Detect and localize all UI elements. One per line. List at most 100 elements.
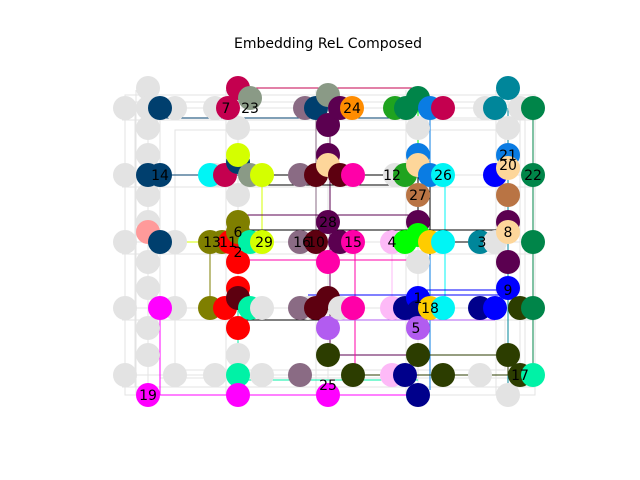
graph-node	[496, 76, 520, 100]
graph-node	[136, 116, 160, 140]
node-label: 22	[524, 168, 542, 184]
graph-node	[113, 96, 137, 120]
graph-node	[496, 250, 520, 274]
node-label: 12	[383, 168, 401, 184]
graph-node	[226, 343, 250, 367]
node-label: 25	[319, 378, 337, 394]
node-label: 21	[499, 148, 517, 164]
graph-node	[340, 96, 364, 120]
graph-node	[496, 220, 520, 244]
graph-node	[238, 86, 262, 110]
node-label: 20	[499, 158, 517, 174]
graph-node	[113, 230, 137, 254]
graph-node	[250, 163, 274, 187]
graph-node	[148, 96, 172, 120]
graph-node	[521, 230, 545, 254]
graph-node	[316, 316, 340, 340]
node-label: 13	[203, 235, 221, 251]
graph-node	[113, 163, 137, 187]
graph-node	[316, 383, 340, 407]
graph-node	[113, 296, 137, 320]
graph-node	[468, 363, 492, 387]
graph-node	[136, 250, 160, 274]
graph-node	[406, 383, 430, 407]
graph-node	[226, 383, 250, 407]
graph-node	[341, 163, 365, 187]
graph-node	[288, 363, 312, 387]
node-label: 24	[343, 101, 361, 117]
graph-node	[226, 183, 250, 207]
graph-node	[250, 296, 274, 320]
graph-node	[136, 76, 160, 100]
graph-node	[136, 316, 160, 340]
graph-node	[148, 296, 172, 320]
graph-node	[341, 230, 365, 254]
node-label: 16	[293, 235, 311, 251]
graph-node	[216, 96, 240, 120]
graph-node	[496, 383, 520, 407]
graph-node	[393, 363, 417, 387]
graph-node	[406, 183, 430, 207]
graph-node	[521, 96, 545, 120]
node-label: 9	[504, 283, 513, 299]
graph-node	[316, 250, 340, 274]
graph-node	[431, 163, 455, 187]
graph-node	[406, 316, 430, 340]
node-label: 7	[222, 101, 231, 117]
graph-node	[250, 363, 274, 387]
node-label: 28	[319, 215, 337, 231]
graph-node	[136, 343, 160, 367]
graph-node	[496, 183, 520, 207]
graph-node	[226, 143, 250, 167]
graph-node	[406, 250, 430, 274]
graph-node	[136, 183, 160, 207]
graph-node	[226, 363, 250, 387]
node-label: 3	[478, 235, 487, 251]
node-label: 8	[504, 225, 513, 241]
graph-node	[341, 296, 365, 320]
node-label: 23	[241, 101, 259, 117]
graph-node	[431, 230, 455, 254]
figure-title: Embedding ReL Composed	[234, 36, 422, 52]
node-label: 1	[414, 291, 423, 307]
node-label: 26	[434, 168, 452, 184]
graph-node	[136, 143, 160, 167]
graph-node	[148, 230, 172, 254]
graph-node	[521, 296, 545, 320]
node-label: 10	[307, 235, 325, 251]
graph-node	[406, 116, 430, 140]
graph-edge	[159, 308, 418, 396]
graph-node	[431, 296, 455, 320]
graph-node	[226, 116, 250, 140]
node-layer	[113, 76, 545, 407]
graph-node	[136, 276, 160, 300]
graph-node	[496, 116, 520, 140]
node-label: 6	[234, 225, 243, 241]
graph-node	[113, 363, 137, 387]
node-label: 19	[139, 388, 157, 404]
graph-node	[521, 163, 545, 187]
graph-node	[483, 96, 507, 120]
node-label: 15	[344, 235, 362, 251]
graph-node	[431, 96, 455, 120]
graph-node	[316, 210, 340, 234]
graph-node	[431, 363, 455, 387]
node-label: 4	[388, 235, 397, 251]
graph-node	[316, 343, 340, 367]
graph-node	[316, 113, 340, 137]
graph-node	[226, 250, 250, 274]
node-label: 11	[219, 235, 237, 251]
node-label: 17	[511, 368, 529, 384]
graph-node	[250, 230, 274, 254]
node-label: 2	[234, 245, 243, 261]
node-label: 14	[151, 168, 169, 184]
graph-node	[496, 156, 520, 180]
graph-node	[203, 363, 227, 387]
graph-node	[496, 343, 520, 367]
node-label: 29	[255, 235, 273, 251]
graph-node	[163, 363, 187, 387]
graph-node	[226, 316, 250, 340]
graph-node	[406, 343, 430, 367]
graph-node	[496, 276, 520, 300]
